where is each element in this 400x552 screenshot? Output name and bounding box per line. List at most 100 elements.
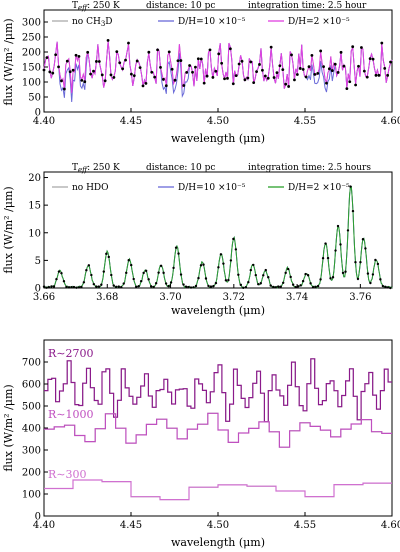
panel-1-ytick-label: 100 xyxy=(22,78,41,89)
panel-2-data-point xyxy=(306,274,310,277)
panel-3-series xyxy=(44,358,392,501)
panel-2-data-point xyxy=(177,252,180,255)
panel-1-data-point xyxy=(196,57,200,61)
panel-2-data-point xyxy=(224,279,228,282)
panel-2-data-point xyxy=(154,282,158,285)
panel-2-data-point xyxy=(331,276,335,279)
panel-1-data-point xyxy=(281,68,285,72)
panel-2-header-teff: Teff: 250 K xyxy=(72,163,120,174)
panel-1-data-point xyxy=(307,65,311,69)
panel-1-data-point xyxy=(345,87,349,91)
panel-1-data-point xyxy=(252,81,256,85)
panel-2-data-point xyxy=(132,277,135,281)
panel-2-data-point xyxy=(252,263,255,267)
panel-2-data-point xyxy=(174,246,178,249)
panel-2-data-point xyxy=(120,285,123,289)
panel-2-data-point xyxy=(65,285,68,289)
panel-3-ytick-label: 300 xyxy=(22,446,41,457)
panel-2-data-point xyxy=(85,269,88,272)
panel-2-data-point xyxy=(187,285,190,289)
panel-3-xlabel: wavelength (μm) xyxy=(171,536,265,549)
panel-2-data-point xyxy=(384,285,387,289)
panel-1-data-point xyxy=(383,66,387,70)
panel-2-data-point xyxy=(90,273,93,277)
panel-1-data-point xyxy=(342,64,346,68)
panel-1-data-point xyxy=(103,79,107,83)
panel-2-data-point xyxy=(359,260,362,264)
panel-1-data-point xyxy=(60,79,63,83)
panel-2-data-point xyxy=(381,284,385,288)
panel-1-data-point xyxy=(278,64,282,68)
panel-1-data-point xyxy=(284,82,288,86)
panel-1-data-point xyxy=(74,53,78,57)
panel-3-ylabel: flux (W/m² /μm) xyxy=(2,384,15,471)
panel-3-xtick-label: 4.40 xyxy=(33,520,55,531)
panel-2-data-point xyxy=(281,281,285,285)
panel-2-legend-label-2: D/H=10 ×10⁻⁵ xyxy=(178,183,246,193)
panel-2-data-point xyxy=(326,256,330,260)
panel-2-data-point xyxy=(115,285,118,289)
panel-2-data-point xyxy=(194,284,198,288)
panel-1-data-point xyxy=(354,83,357,87)
panel-2-header-time: integration time: 2.5 hours xyxy=(248,163,371,173)
panel-1-data-point xyxy=(77,55,81,58)
panel-1-ylabel: flux (W/m² /μm) xyxy=(2,18,15,105)
panel-3-ytick-label: 0 xyxy=(35,512,41,523)
panel-1-data-point xyxy=(362,69,366,73)
panel-2-data-point xyxy=(159,264,163,268)
panel-2-data-point xyxy=(311,285,315,289)
panel-1-ytick-label: 300 xyxy=(22,18,41,29)
panel-2-data-point xyxy=(67,286,71,289)
panel-1-data-point xyxy=(95,60,98,63)
panel-1-data-point xyxy=(348,80,352,84)
panel-1-data-point xyxy=(319,49,323,53)
panel-1-data-point xyxy=(310,53,314,57)
panel-1-data-point xyxy=(304,75,308,79)
panel-2-ytick-label: 15 xyxy=(28,201,41,212)
panel-2-data-point xyxy=(229,259,233,262)
panel-2-data-point xyxy=(217,266,220,269)
panel-1-legend-label-2: D/H=10 ×10⁻⁵ xyxy=(178,17,246,27)
panel-2-data-point xyxy=(169,281,173,284)
panel-1-data-point xyxy=(272,76,276,79)
panel-1-data-point xyxy=(211,76,215,79)
panel-2-data-point xyxy=(376,262,380,266)
panel-2-data-point xyxy=(264,268,267,272)
panel-1-data-point xyxy=(231,82,235,86)
panel-1-data-point xyxy=(97,60,101,63)
panel-2-data-point xyxy=(107,255,110,259)
panel-2-ytick-label: 0 xyxy=(35,284,41,295)
panel-1-data-point xyxy=(176,59,180,63)
panel-2-data-point xyxy=(232,237,235,241)
panel-2-data-point xyxy=(244,285,248,289)
panel-1-ytick-label: 150 xyxy=(22,63,41,74)
panel-1-data-point xyxy=(173,78,177,82)
panel-2-data-point xyxy=(179,273,183,276)
panel-1-data-point xyxy=(228,47,232,51)
panel-1-data-point xyxy=(115,50,119,54)
panel-2-data-point xyxy=(272,285,275,289)
panel-2-data-point xyxy=(60,271,63,275)
panel-2-data-point xyxy=(134,285,138,288)
panel-1-data-point xyxy=(269,45,273,49)
panel-1-xtick-label: 4.40 xyxy=(33,116,55,127)
panel-1-data-point xyxy=(243,78,247,82)
panel-2-data-point xyxy=(321,257,325,260)
panel-2-data-point xyxy=(237,273,240,277)
panel-2-data-point xyxy=(336,224,340,228)
panel-1-xtick-label: 4.60 xyxy=(381,116,400,127)
panel-1-data-point xyxy=(237,62,241,66)
panel-2-legend-label-1: no HDO xyxy=(72,183,109,193)
panel-2-data-point xyxy=(122,282,125,285)
panel-2-data-point xyxy=(339,243,342,246)
panel-1-data-point xyxy=(316,71,320,75)
panel-2-data-point xyxy=(389,286,392,290)
panel-2-data-point xyxy=(92,282,96,286)
panel-3-series-1 xyxy=(44,412,392,448)
panel-2-data-point xyxy=(137,284,140,288)
panel-1-data-point xyxy=(223,77,226,81)
panel-1-ytick-label: 250 xyxy=(22,33,41,44)
panel-3-ticks: 4.40 4.45 4.50 4.55 4.60 0 100 200 300 400 500 600 7… xyxy=(22,358,400,532)
panel-2-xtick-label: 3.66 xyxy=(33,292,55,303)
panel-2-data-point xyxy=(125,271,128,275)
